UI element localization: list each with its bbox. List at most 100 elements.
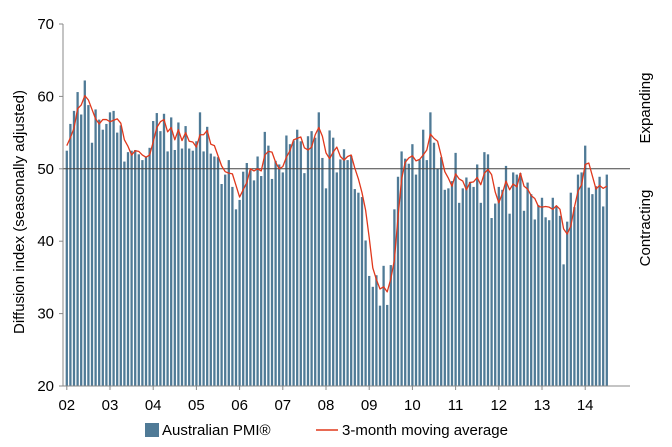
y-tick-label: 30 — [37, 306, 54, 323]
pmi-bar — [252, 180, 256, 386]
x-tick-labels: 02 03 04 05 06 07 08 09 10 11 12 13 14 — [58, 397, 593, 414]
pmi-bar — [76, 92, 79, 386]
x-tick-label: 09 — [361, 397, 378, 414]
pmi-bar — [504, 165, 508, 386]
pmi-bar — [227, 160, 230, 386]
pmi-bar — [191, 150, 194, 386]
pmi-bar — [198, 112, 202, 386]
pmi-bar — [281, 172, 284, 386]
pmi-bar — [180, 148, 184, 386]
pmi-bar — [195, 141, 198, 386]
pmi-bar — [101, 129, 104, 386]
pmi-bar — [378, 305, 382, 386]
bars-layer — [65, 80, 608, 387]
moving-average-layer — [66, 95, 608, 293]
pmi-bar — [440, 157, 443, 386]
pmi-bar — [490, 218, 493, 386]
y-axis-label: Diffusion index (seasonally adjusted) — [11, 90, 28, 334]
pmi-bar — [278, 164, 281, 386]
x-tick-label: 13 — [534, 397, 551, 414]
pmi-bar — [483, 152, 486, 386]
pmi-bar — [105, 123, 108, 386]
x-tick-label: 10 — [404, 397, 421, 414]
x-tick-label: 06 — [231, 397, 248, 414]
pmi-bar — [533, 219, 536, 386]
pmi-bar — [335, 172, 338, 386]
pmi-bar — [303, 173, 306, 386]
pmi-bar — [508, 213, 511, 386]
pmi-bar — [494, 203, 497, 386]
pmi-bar — [173, 149, 176, 386]
pmi-bar — [544, 217, 547, 386]
pmi-bar — [368, 275, 371, 386]
pmi-bar — [414, 174, 418, 386]
pmi-bar — [260, 176, 263, 386]
pmi-bar — [234, 209, 238, 386]
pmi-bar — [69, 123, 72, 386]
pmi-bar — [530, 194, 533, 386]
pmi-bar — [80, 114, 83, 386]
pmi-bar — [468, 181, 472, 386]
pmi-bar — [548, 220, 551, 386]
pmi-bar — [184, 126, 187, 386]
pmi-bar — [364, 240, 367, 386]
pmi-bar — [479, 202, 482, 386]
x-tick-label: 04 — [145, 397, 162, 414]
pmi-bar — [605, 174, 608, 386]
pmi-bar — [296, 129, 299, 386]
pmi-bar — [404, 158, 407, 386]
pmi-bar — [188, 148, 191, 386]
pmi-bar — [591, 194, 594, 386]
pmi-bar — [216, 157, 220, 386]
pmi-bar — [177, 122, 180, 387]
pmi-bar — [558, 215, 562, 386]
pmi-bar — [321, 157, 324, 386]
pmi-bar — [519, 173, 522, 386]
x-tick-label: 03 — [102, 397, 119, 414]
pmi-bar — [159, 131, 162, 386]
pmi-bar — [461, 188, 464, 386]
pmi-bar — [213, 156, 216, 386]
pmi-bar — [551, 197, 554, 386]
pmi-bar — [285, 135, 288, 386]
pmi-bar — [393, 209, 396, 386]
pmi-bar — [314, 137, 317, 386]
pmi-bar — [152, 121, 155, 387]
pmi-bar — [209, 153, 212, 386]
y-tick-labels: 20 30 40 50 60 70 — [37, 16, 54, 395]
pmi-bar — [497, 186, 500, 386]
pmi-bar — [256, 156, 259, 386]
pmi-bar — [98, 119, 101, 386]
pmi-bar — [166, 151, 169, 386]
pmi-bar — [249, 170, 252, 386]
pmi-bar — [429, 112, 432, 386]
pmi-bar — [274, 160, 277, 386]
pmi-bar — [148, 147, 151, 386]
zone-label-expanding: Expanding — [637, 73, 654, 144]
pmi-bar — [119, 125, 122, 387]
pmi-bar — [576, 174, 580, 386]
pmi-bar — [594, 186, 598, 386]
pmi-bar — [342, 149, 346, 386]
pmi-bar — [472, 186, 475, 386]
pmi-bar — [476, 164, 479, 386]
pmi-bar — [447, 188, 450, 386]
pmi-bar — [130, 150, 133, 386]
pmi-bar — [317, 112, 320, 386]
pmi-bar — [584, 145, 587, 386]
pmi-bar — [144, 156, 148, 386]
pmi-bar — [353, 189, 356, 386]
pmi-bar — [425, 160, 428, 386]
pmi-bar — [231, 186, 234, 386]
y-tick-label: 40 — [37, 233, 54, 250]
pmi-bar — [458, 202, 461, 386]
pmi-bar — [350, 155, 353, 386]
pmi-bar — [310, 131, 313, 386]
pmi-bar — [396, 176, 400, 386]
pmi-bar — [292, 140, 295, 386]
moving-average-line — [66, 95, 608, 293]
pmi-bar — [112, 110, 115, 386]
pmi-bar — [422, 129, 425, 386]
pmi-bar — [90, 142, 94, 386]
pmi-bar — [375, 275, 378, 386]
